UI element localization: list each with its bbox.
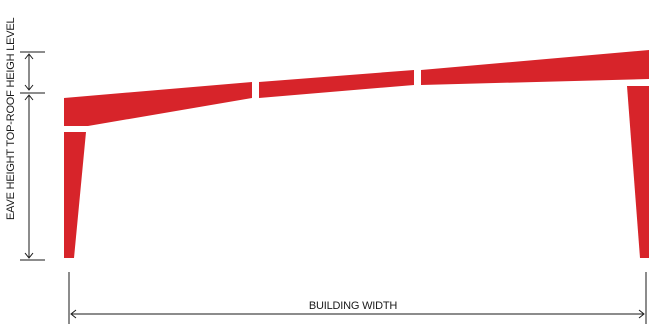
roof-rafter: [64, 50, 649, 126]
building-width-label: BUILDING WIDTH: [309, 300, 398, 312]
left-column: [64, 132, 86, 258]
rafter-segment-3: [421, 50, 649, 85]
right-column: [627, 86, 649, 258]
building-width-dimension: [68, 272, 647, 324]
vertical-dimension-label: EAVE HEIGHT TOP-ROOF HEIGH LEVEL: [5, 17, 17, 220]
rafter-segment-2: [259, 70, 414, 98]
roof-height-dimension: [20, 51, 45, 91]
rafter-segment-1: [64, 82, 252, 126]
eave-height-dimension: [20, 92, 45, 261]
